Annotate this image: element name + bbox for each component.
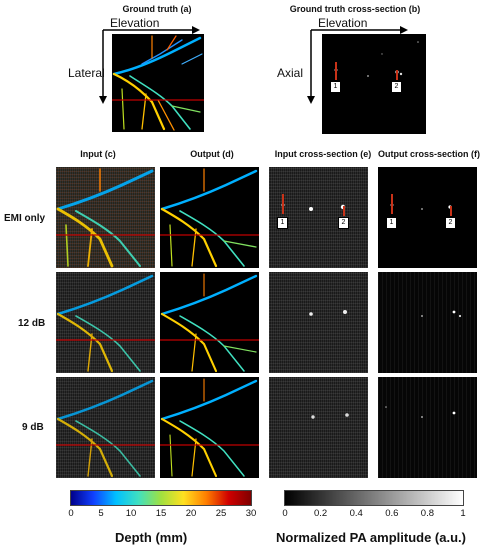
amplitude-tick: 0.8 [420, 508, 434, 519]
col-header-output-cross-section: Output cross-section (f) [377, 149, 480, 159]
arrow-1-b [335, 62, 337, 80]
panel-a-title: Ground truth (a) [122, 4, 192, 14]
panel-input-9db [56, 377, 155, 478]
vessel-map-output-9db [160, 378, 259, 478]
panel-input-cross-section-12db [269, 272, 368, 373]
row-label-emi-only: EMI only [4, 213, 46, 224]
arrow-2-b [396, 70, 398, 80]
marker-2-e: 2 [338, 217, 349, 229]
marker-2-b: 2 [391, 81, 402, 93]
panel-output-emi [160, 167, 259, 268]
panel-output-9db [160, 377, 259, 478]
amplitude-colorbar-title: Normalized PA amplitude (a.u.) [276, 530, 466, 545]
row-label-12db: 12 dB [18, 318, 46, 329]
depth-tick: 20 [185, 508, 197, 519]
ground-truth-panel [112, 34, 204, 132]
cross-section-dots-output-9db [385, 406, 456, 418]
marker-1-b: 1 [330, 81, 341, 93]
marker-2-f: 2 [445, 217, 456, 229]
amplitude-tick: 0.4 [349, 508, 363, 519]
marker-1-e: 1 [277, 217, 288, 229]
panel-input-emi [56, 167, 155, 268]
panel-input-cross-section-9db [269, 377, 368, 478]
depth-tick: 25 [215, 508, 227, 519]
vessel-map-input-12db [56, 274, 155, 373]
panel-input-12db [56, 272, 155, 373]
vessel-map-input-9db [56, 379, 155, 478]
col-header-output: Output (d) [190, 149, 234, 159]
vessel-map-a [112, 35, 204, 131]
arrow-1-f [391, 194, 393, 214]
col-header-input-cross-section: Input cross-section (e) [274, 149, 372, 159]
cross-section-dots-input-12db [309, 310, 347, 316]
arrow-2-f [450, 206, 452, 216]
marker-1-f: 1 [386, 217, 397, 229]
depth-colorbar [70, 490, 252, 506]
elevation-label-a: Elevation [110, 16, 160, 30]
depth-tick: 30 [245, 508, 257, 519]
cross-section-dots-input-9db [311, 413, 349, 419]
panel-b-title: Ground truth cross-section (b) [289, 4, 421, 14]
panel-output-12db [160, 272, 259, 373]
amplitude-tick: 0 [282, 508, 288, 519]
amplitude-colorbar [284, 490, 464, 506]
panel-output-cross-section-9db [378, 377, 477, 478]
depth-tick: 0 [68, 508, 74, 519]
lateral-label: Lateral [68, 66, 105, 80]
axes-arrows-a [99, 26, 200, 104]
vessel-map-output-12db [160, 273, 259, 373]
depth-tick: 10 [125, 508, 137, 519]
depth-tick: 15 [155, 508, 167, 519]
cross-section-dots-output-12db [421, 310, 462, 318]
col-header-input: Input (c) [80, 149, 116, 159]
axial-label: Axial [277, 66, 304, 80]
depth-tick: 5 [98, 508, 104, 519]
amplitude-tick: 0.6 [385, 508, 399, 519]
axes-arrows-b [307, 26, 408, 104]
elevation-label-b: Elevation [318, 16, 368, 30]
depth-colorbar-title: Depth (mm) [115, 530, 188, 545]
vessel-map-input-emi [56, 168, 155, 268]
vessel-map-output-emi [160, 168, 259, 268]
arrow-1-e [282, 194, 284, 214]
amplitude-tick: 1 [460, 508, 466, 519]
row-label-9db: 9 dB [22, 422, 44, 433]
amplitude-tick: 0.2 [313, 508, 328, 519]
panel-output-cross-section-12db [378, 272, 477, 373]
arrow-2-e [343, 206, 345, 216]
